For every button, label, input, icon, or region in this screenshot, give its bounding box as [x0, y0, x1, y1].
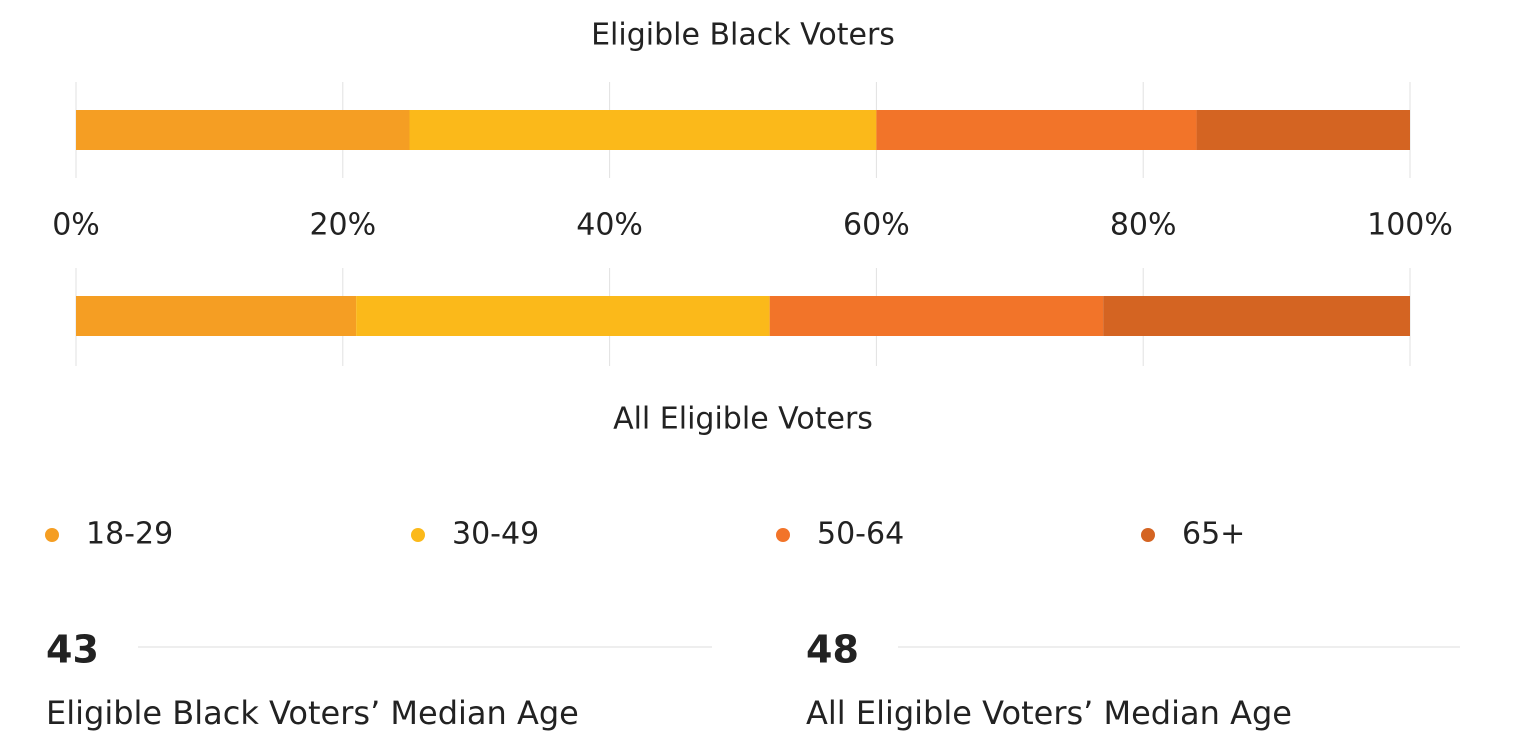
bar-title: All Eligible Voters [613, 402, 873, 437]
legend-marker [411, 528, 425, 542]
stat-value: 43 [46, 628, 99, 672]
bar-segment [409, 110, 877, 150]
bar-segment [1196, 110, 1410, 150]
x-tick-label: 60% [843, 208, 910, 243]
stat-label: All Eligible Voters’ Median Age [806, 694, 1292, 732]
legend-label: 65+ [1182, 517, 1245, 552]
bar-segment [76, 296, 357, 336]
bar-title: Eligible Black Voters [591, 18, 895, 53]
x-tick-label: 20% [309, 208, 376, 243]
legend-marker [776, 528, 790, 542]
bar-segment [876, 110, 1197, 150]
stat-value: 48 [806, 628, 859, 672]
x-tick-label: 80% [1110, 208, 1177, 243]
x-tick-label: 40% [576, 208, 643, 243]
legend-marker [1141, 528, 1155, 542]
x-tick-label: 0% [52, 208, 100, 243]
bar-segment [1103, 296, 1410, 336]
bar-segment [76, 110, 410, 150]
stat-label: Eligible Black Voters’ Median Age [46, 694, 579, 732]
bar-segment [356, 296, 770, 336]
x-tick-label: 100% [1367, 208, 1453, 243]
bar-segment [769, 296, 1104, 336]
legend-label: 18-29 [86, 517, 173, 552]
legend-label: 30-49 [452, 517, 539, 552]
legend-label: 50-64 [817, 517, 904, 552]
legend-marker [45, 528, 59, 542]
